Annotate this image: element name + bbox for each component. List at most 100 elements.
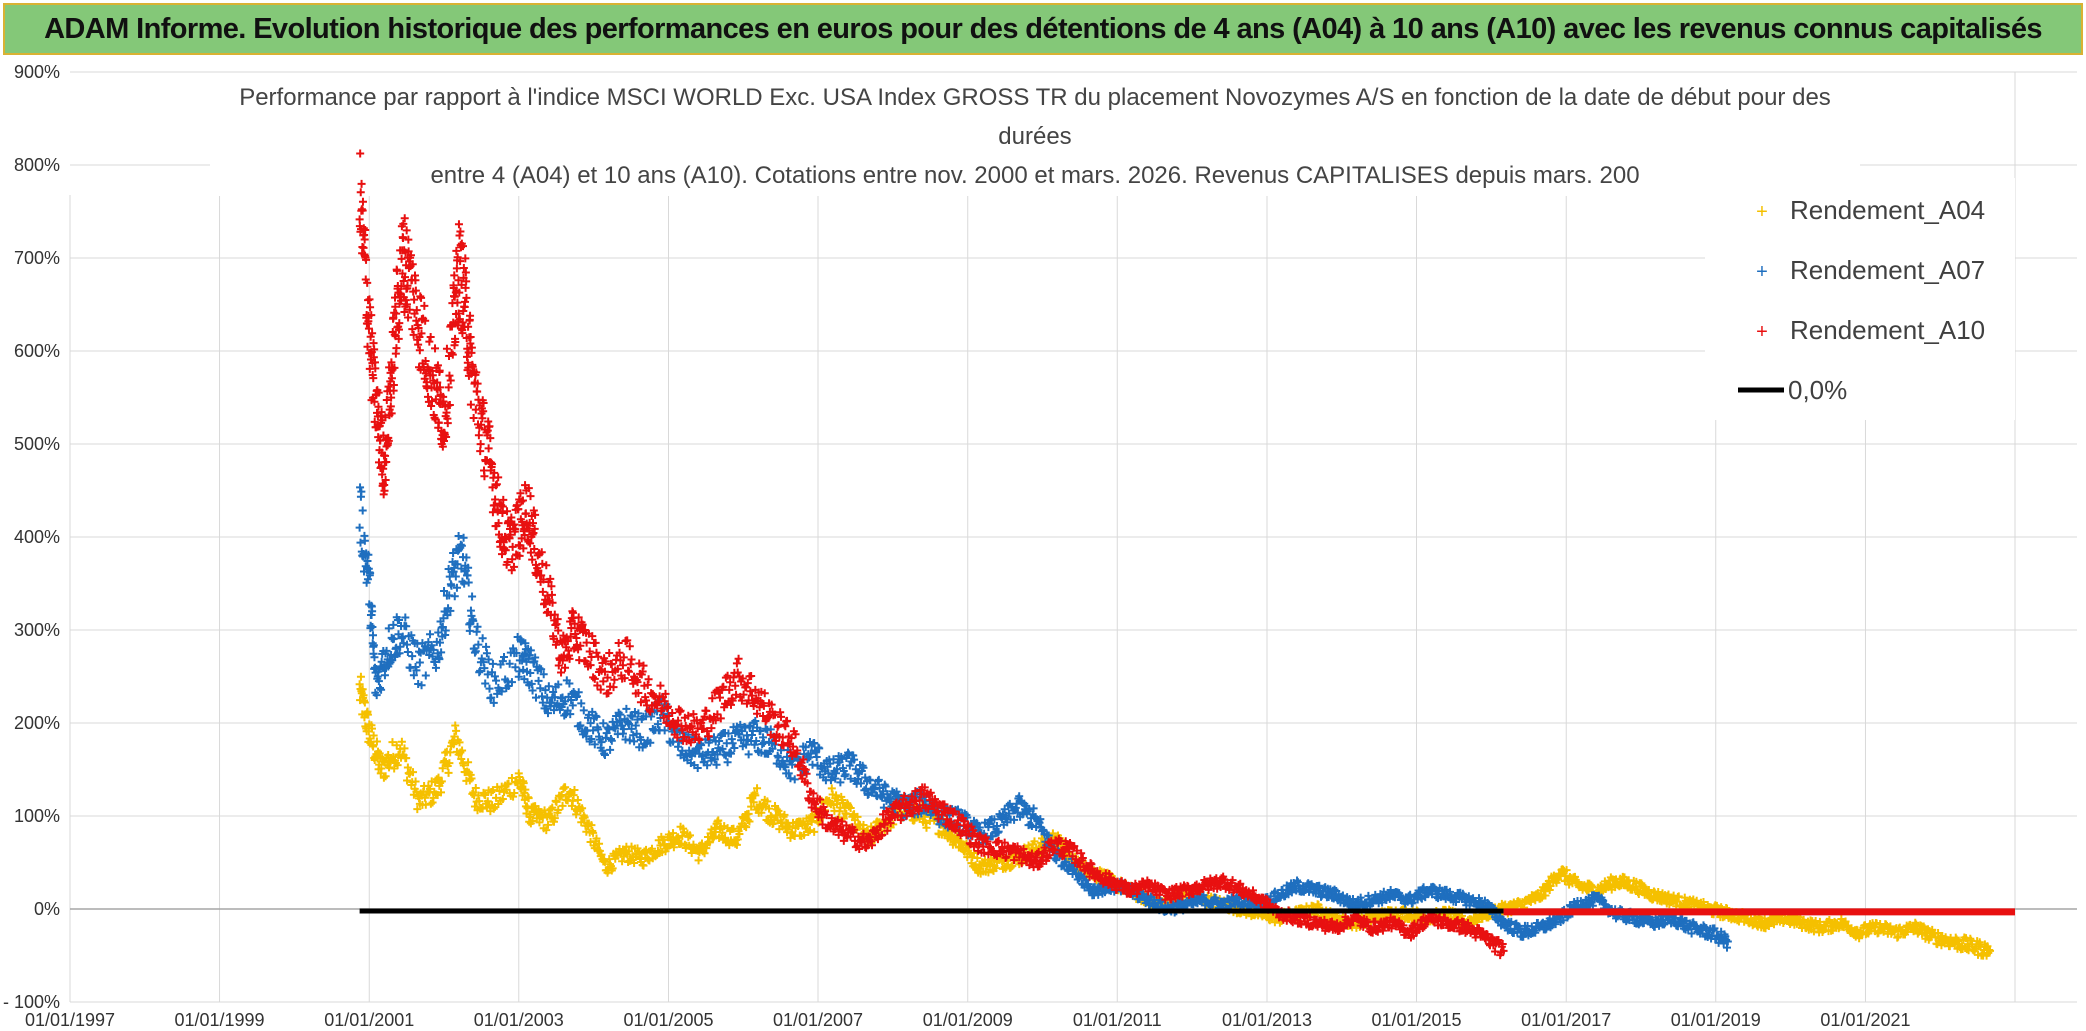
- data-point: [384, 382, 393, 391]
- data-point: [479, 398, 488, 407]
- data-point: [458, 329, 467, 338]
- data-point: [600, 857, 609, 866]
- data-point: [994, 827, 1003, 836]
- data-point: [819, 803, 828, 812]
- data-point: [591, 638, 600, 647]
- data-point: [879, 787, 888, 796]
- data-point: [437, 777, 446, 786]
- data-point: [607, 660, 616, 669]
- data-point: [447, 581, 456, 590]
- data-point: [859, 820, 868, 829]
- data-point: [490, 468, 499, 477]
- data-point: [521, 785, 530, 794]
- data-point: [1029, 804, 1038, 813]
- data-point: [437, 788, 446, 797]
- chart-title-bg: [210, 78, 1860, 196]
- data-point: [389, 381, 398, 390]
- data-point: [853, 812, 862, 821]
- data-point: [586, 661, 595, 670]
- data-point: [973, 854, 982, 863]
- data-point: [668, 708, 677, 717]
- data-point: [399, 219, 408, 228]
- data-point: [357, 487, 366, 496]
- data-point: [374, 388, 383, 397]
- data-point: [389, 620, 398, 629]
- data-point: [403, 776, 412, 785]
- data-point: [411, 777, 420, 786]
- data-point: [356, 483, 365, 492]
- data-point: [534, 676, 543, 685]
- data-point: [498, 502, 507, 511]
- data-point: [471, 783, 480, 792]
- data-point: [492, 676, 501, 685]
- data-point: [622, 704, 631, 713]
- data-point: [631, 721, 640, 730]
- data-point: [392, 266, 401, 275]
- data-point: [1562, 866, 1571, 875]
- data-point: [810, 739, 819, 748]
- data-point: [453, 298, 462, 307]
- data-point: [780, 810, 789, 819]
- data-point: [1105, 869, 1114, 878]
- x-tick-label: 01/01/2009: [923, 1010, 1013, 1030]
- x-tick-label: 01/01/2001: [324, 1010, 414, 1030]
- data-point: [634, 709, 643, 718]
- data-point: [765, 804, 774, 813]
- data-point: [435, 638, 444, 647]
- data-point: [441, 626, 450, 635]
- data-point: [714, 816, 723, 825]
- data-point: [566, 710, 575, 719]
- data-point: [620, 674, 629, 683]
- data-point: [410, 295, 419, 304]
- data-point: [409, 330, 418, 339]
- data-point: [768, 744, 777, 753]
- data-point: [574, 688, 583, 697]
- data-point: [459, 242, 467, 251]
- data-point: [589, 828, 598, 837]
- data-point: [815, 744, 824, 753]
- data-point: [405, 305, 414, 314]
- y-tick-label: 700%: [14, 248, 60, 268]
- data-point: [974, 840, 983, 849]
- data-point: [538, 698, 547, 707]
- data-point: [427, 641, 436, 650]
- data-point: [454, 532, 463, 541]
- data-point: [715, 737, 724, 746]
- data-point: [611, 724, 620, 733]
- data-point: [1030, 837, 1039, 846]
- data-point: [483, 797, 492, 806]
- data-point: [595, 839, 604, 848]
- y-tick-label: 0%: [34, 899, 60, 919]
- report-banner-title: ADAM Informe. Evolution historique des p…: [3, 3, 2083, 55]
- data-point: [1620, 873, 1629, 882]
- data-point: [393, 761, 402, 770]
- data-point: [984, 868, 993, 877]
- data-point: [711, 716, 720, 725]
- data-point: [439, 614, 448, 623]
- data-point: [911, 787, 920, 796]
- data-point: [360, 536, 369, 545]
- data-point: [747, 691, 756, 700]
- data-point: [455, 288, 464, 297]
- data-point: [748, 726, 757, 735]
- data-point: [736, 720, 745, 729]
- data-point: [501, 546, 510, 555]
- data-point: [627, 655, 636, 664]
- data-point: [498, 657, 507, 666]
- data-point: [388, 738, 397, 747]
- data-point: [394, 630, 403, 639]
- data-point: [499, 495, 508, 504]
- chart-title-line-2: durées: [998, 123, 1071, 150]
- data-point: [616, 710, 625, 719]
- data-point: [462, 277, 471, 286]
- x-axis-tick-labels: 01/01/1997 01/01/1999 01/01/2001 01/01/2003…: [25, 1010, 1911, 1030]
- data-point: [741, 723, 750, 732]
- data-point: [557, 668, 566, 677]
- data-point: [1015, 792, 1024, 801]
- data-point: [543, 820, 552, 829]
- data-point: [366, 569, 375, 578]
- data-point: [900, 791, 909, 800]
- data-point: [789, 742, 798, 751]
- data-point: [425, 337, 434, 346]
